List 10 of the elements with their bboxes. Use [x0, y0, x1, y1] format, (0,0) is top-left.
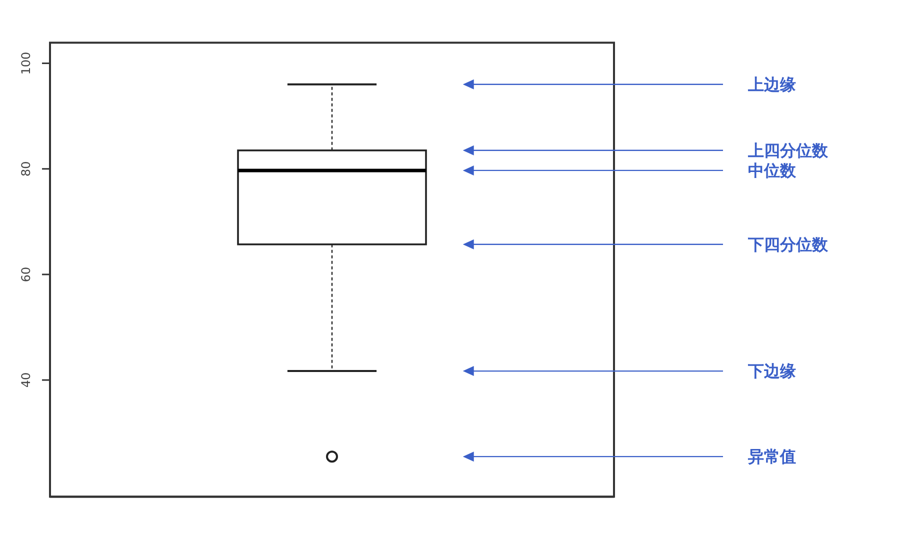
text: 上边缘: [747, 74, 796, 94]
y-tick-label: 40: [19, 372, 33, 388]
text: 下四分位数: [747, 234, 829, 254]
y-tick-label: 60: [19, 266, 33, 282]
text: 异常值: [747, 447, 796, 466]
y-tick-label: 80: [19, 161, 33, 177]
text: 上四分位数: [747, 140, 829, 160]
y-tick-label: 100: [19, 52, 33, 75]
text: 下边缘: [747, 362, 796, 381]
text: 中位数: [748, 160, 797, 180]
